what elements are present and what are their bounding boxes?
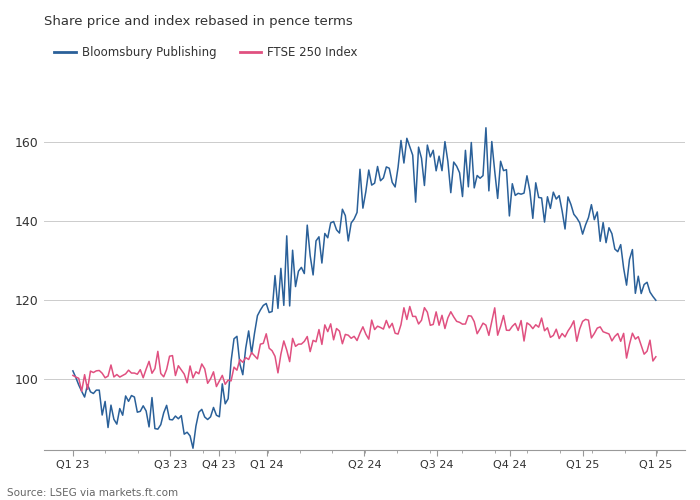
Text: Source: LSEG via markets.ft.com: Source: LSEG via markets.ft.com xyxy=(7,488,178,498)
Text: Share price and index rebased in pence terms: Share price and index rebased in pence t… xyxy=(43,15,353,28)
Legend: Bloomsbury Publishing, FTSE 250 Index: Bloomsbury Publishing, FTSE 250 Index xyxy=(50,42,362,64)
